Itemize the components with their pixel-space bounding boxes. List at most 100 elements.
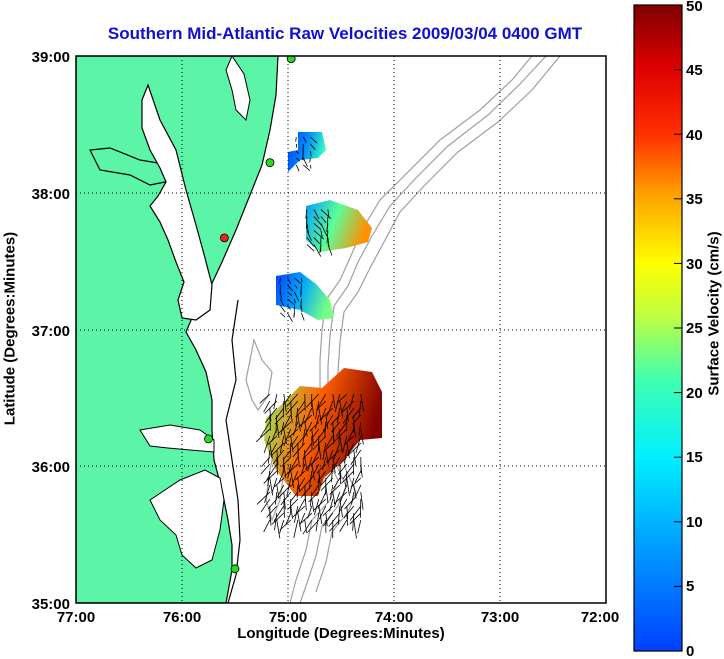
velocity-vector — [349, 512, 362, 525]
velocity-vector — [303, 421, 313, 439]
colorbar-label: Surface Velocity (cm/s) — [705, 231, 723, 396]
velocity-vector — [304, 519, 307, 533]
velocity-vector — [267, 435, 278, 445]
velocity-vector — [313, 237, 320, 245]
velocity-vector — [311, 498, 315, 512]
velocity-vector — [335, 421, 348, 437]
velocity-vector — [287, 312, 293, 322]
velocity-vector — [325, 449, 341, 464]
velocity-vector — [311, 463, 315, 481]
velocity-vector — [301, 512, 313, 524]
bathy-contour-3 — [315, 56, 561, 593]
velocity-vector — [329, 484, 341, 495]
velocity-vector — [280, 312, 286, 318]
velocity-vector — [302, 150, 304, 161]
station-marker — [265, 158, 275, 168]
velocity-vector — [267, 449, 271, 464]
velocity-vector — [341, 470, 355, 484]
velocity-vector — [265, 407, 278, 423]
bathymetry-contours — [245, 56, 561, 603]
velocity-vector — [308, 470, 313, 490]
velocity-vector — [304, 442, 313, 454]
velocity-vector — [332, 393, 336, 408]
station-marker — [230, 564, 240, 574]
velocity-vector — [360, 393, 364, 412]
velocity-vector — [344, 435, 355, 445]
velocity-vector — [292, 435, 306, 451]
velocity-vector — [310, 428, 320, 440]
velocity-vector — [327, 244, 333, 256]
velocity-vector — [310, 136, 318, 144]
velocity-vector — [302, 519, 313, 535]
velocity-vector — [317, 491, 327, 510]
velocity-vector — [339, 471, 342, 485]
velocity-vector — [306, 244, 315, 252]
velocity-vector — [276, 457, 278, 475]
velocity-vector — [306, 223, 310, 234]
velocity-vector — [313, 244, 322, 257]
velocity-vector — [336, 393, 348, 404]
velocity-vector — [300, 298, 302, 309]
velocity-vector — [303, 164, 311, 172]
velocity-vector — [315, 400, 320, 420]
velocity-vector — [296, 157, 301, 162]
velocity-vector — [320, 470, 334, 486]
velocity-vector — [355, 435, 362, 454]
velocity-vector — [327, 237, 330, 248]
velocity-vector — [307, 519, 320, 533]
velocity-vector — [347, 442, 362, 457]
colorbar-tick-label: 0 — [686, 643, 694, 659]
velocity-vector — [326, 230, 329, 244]
colorbar-tick-label: 30 — [686, 256, 703, 273]
velocity-vector — [328, 512, 341, 527]
colorbar-tick-label: 25 — [686, 320, 703, 337]
velocity-vector — [346, 477, 350, 496]
velocity-vector — [323, 512, 334, 527]
velocity-vector — [296, 477, 306, 491]
colorbar-tick-label: 20 — [686, 385, 703, 402]
velocity-vector — [302, 136, 307, 143]
velocity-vector — [352, 513, 355, 531]
velocity-vector — [281, 456, 292, 467]
velocity-vector — [360, 491, 364, 510]
velocity-vector — [272, 449, 285, 465]
x-tick-label: 77:00 — [57, 609, 95, 626]
velocity-vector — [309, 421, 320, 432]
velocity-vector — [293, 312, 295, 318]
velocity-vector — [282, 401, 285, 418]
velocity-vector — [287, 498, 299, 510]
velocity-vector — [302, 157, 308, 167]
velocity-vector — [309, 164, 312, 169]
velocity-vector — [353, 519, 357, 539]
velocity-vector — [287, 298, 295, 306]
colorbar-tick-label: 50 — [686, 0, 703, 15]
velocity-vector — [317, 393, 327, 408]
velocity-vector — [333, 491, 348, 505]
velocity-vector — [263, 470, 278, 484]
velocity-vector — [256, 491, 271, 505]
velocity-vector — [313, 216, 323, 226]
barrier-islands — [225, 299, 241, 603]
velocity-vector — [309, 157, 311, 163]
velocity-vector — [329, 498, 334, 512]
velocity-vector — [294, 277, 303, 285]
velocity-vector — [259, 393, 271, 404]
velocity-vector — [313, 209, 320, 220]
radar-stations — [204, 56, 296, 574]
x-axis-label: Longitude (Degrees:Minutes) — [237, 625, 445, 642]
velocity-vector — [325, 512, 328, 527]
velocity-vector — [297, 414, 313, 428]
velocity-vector — [269, 415, 271, 431]
velocity-vector — [342, 463, 355, 480]
velocity-vector — [326, 223, 329, 233]
velocity-vector — [290, 408, 293, 423]
x-tick-labels: 77:00 76:00 75:00 74:00 73:00 72:00 — [57, 609, 619, 626]
velocity-vector — [270, 442, 278, 455]
velocity-vector — [280, 298, 284, 306]
colorbar-tick-label: 45 — [686, 62, 703, 79]
velocity-vector — [260, 498, 271, 513]
map-title: Southern Mid-Atlantic Raw Velocities 200… — [107, 24, 583, 43]
x-tick-label: 74:00 — [375, 609, 413, 626]
station-marker — [286, 56, 296, 64]
velocity-vector — [263, 435, 271, 454]
